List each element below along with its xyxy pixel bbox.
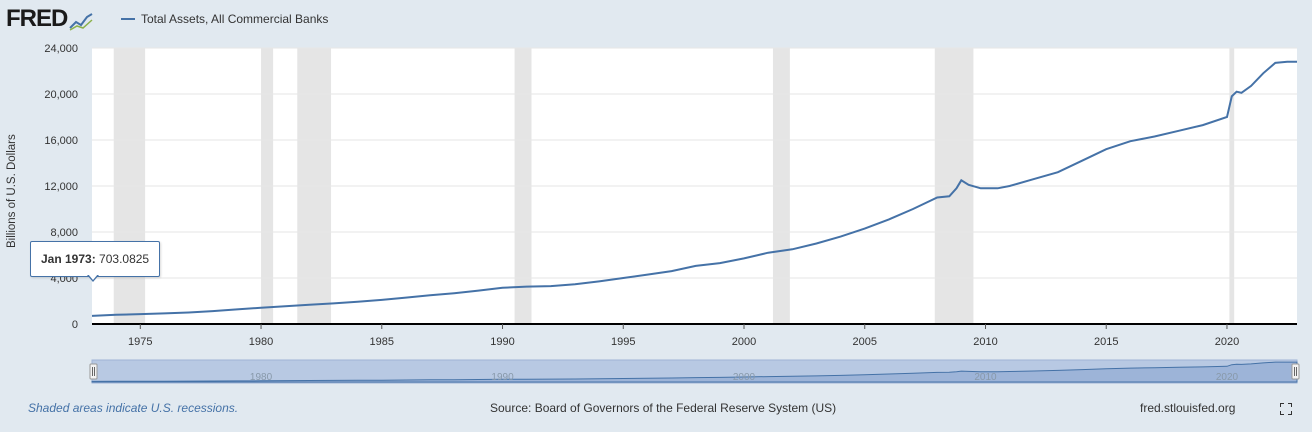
x-tick-label: 2015 xyxy=(1094,336,1118,348)
series-line xyxy=(91,60,1297,317)
y-tick-label: 8,000 xyxy=(50,227,78,239)
tooltip-date: Jan 1973: xyxy=(41,252,96,266)
source-text: Source: Board of Governors of the Federa… xyxy=(490,401,837,415)
x-tick-label: 1990 xyxy=(490,336,514,348)
navigator-handle-right[interactable] xyxy=(1291,363,1300,380)
x-tick-label: 1985 xyxy=(370,336,394,348)
x-tick-label: 2005 xyxy=(853,336,877,348)
recession-note: Shaded areas indicate U.S. recessions. xyxy=(28,401,239,415)
x-tick-label: 1995 xyxy=(611,336,635,348)
fred-header: FRED xyxy=(6,4,94,34)
x-tick-label: 2010 xyxy=(973,336,997,348)
legend-label: Total Assets, All Commercial Banks xyxy=(141,12,329,26)
navigator-series xyxy=(91,361,1298,383)
fred-logo: FRED xyxy=(6,5,68,32)
tooltip-arrow xyxy=(87,274,99,282)
navigator-tick-label: 2020 xyxy=(1216,372,1239,383)
legend-swatch xyxy=(121,18,135,20)
x-tick-label: 2000 xyxy=(732,336,756,348)
y-tick-label: 20,000 xyxy=(44,89,78,101)
fullscreen-icon[interactable] xyxy=(1280,403,1292,415)
x-tick-label: 1975 xyxy=(128,336,152,348)
y-tick-label: 0 xyxy=(72,319,78,331)
x-tick-label: 1980 xyxy=(249,336,273,348)
chart-legend: Total Assets, All Commercial Banks xyxy=(121,12,328,26)
y-tick-label: 24,000 xyxy=(44,43,78,55)
tooltip-value: 703.0825 xyxy=(99,252,150,266)
navigator-tick-label: 1990 xyxy=(491,372,514,383)
navigator-tick-label: 2000 xyxy=(733,372,756,383)
navigator-handle-left[interactable] xyxy=(89,363,98,380)
navigator-tick-label: 1980 xyxy=(250,372,273,383)
line-graph-icon xyxy=(69,11,94,31)
navigator-tick-label: 2010 xyxy=(974,372,997,383)
y-tick-label: 12,000 xyxy=(44,181,78,193)
x-tick-label: 2020 xyxy=(1215,336,1239,348)
site-link[interactable]: fred.stlouisfed.org xyxy=(1140,401,1236,415)
y-tick-label: 16,000 xyxy=(44,135,78,147)
y-axis-title: Billions of U.S. Dollars xyxy=(6,134,18,248)
tooltip: Jan 1973: 703.0825 xyxy=(30,241,161,282)
